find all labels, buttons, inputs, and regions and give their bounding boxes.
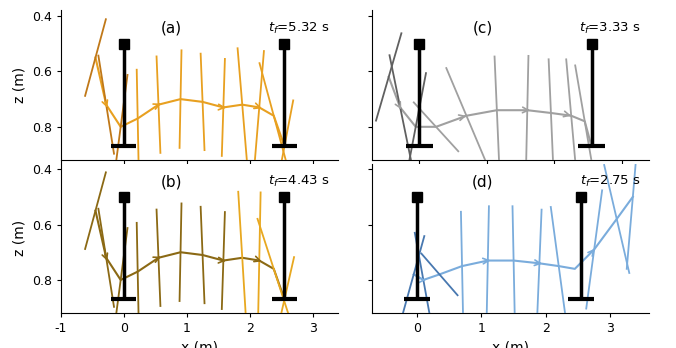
- Y-axis label: z (m): z (m): [12, 67, 26, 103]
- Text: (c): (c): [473, 21, 493, 36]
- Text: $t_f$=3.33 s: $t_f$=3.33 s: [579, 21, 641, 36]
- Text: (d): (d): [472, 174, 493, 189]
- X-axis label: x (m): x (m): [181, 341, 218, 348]
- X-axis label: x (m): x (m): [492, 341, 529, 348]
- Text: $t_f$=2.75 s: $t_f$=2.75 s: [580, 174, 641, 189]
- Y-axis label: z (m): z (m): [12, 220, 26, 256]
- Text: (b): (b): [161, 174, 183, 189]
- Text: $t_f$=5.32 s: $t_f$=5.32 s: [268, 21, 330, 36]
- Text: (a): (a): [161, 21, 183, 36]
- Text: $t_f$=4.43 s: $t_f$=4.43 s: [268, 174, 330, 189]
